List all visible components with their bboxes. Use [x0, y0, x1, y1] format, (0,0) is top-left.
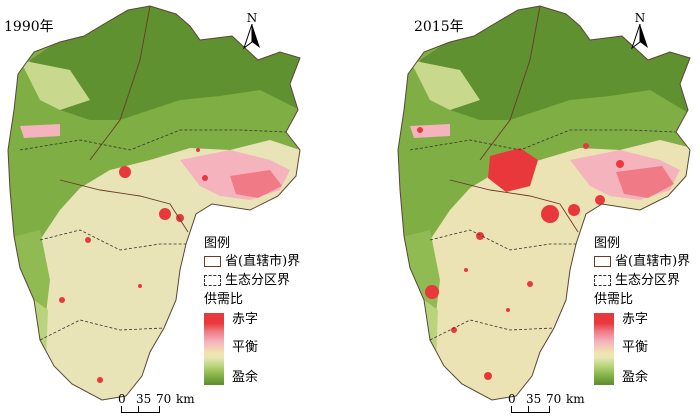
province-boundary-swatch: [594, 256, 611, 267]
scale-tick-0: 0: [118, 392, 126, 406]
scale-unit: km: [176, 392, 195, 406]
class-surplus-label: 盈余: [232, 370, 259, 385]
supply-demand-title: 供需比: [594, 292, 634, 307]
legend-eco-boundary: 生态分区界: [204, 271, 350, 290]
north-arrow: N: [240, 12, 264, 58]
legend-title: 图例: [204, 236, 231, 251]
supply-demand-gradient: [204, 313, 224, 385]
region-map-1990: [7, 5, 301, 401]
eco-boundary-label: 生态分区界: [225, 273, 291, 288]
supply-demand-gradient: [594, 313, 614, 385]
province-boundary-label: 省(直辖市)界: [615, 254, 691, 269]
scale-bar: 0 35 70 km: [508, 392, 588, 414]
province-boundary-label: 省(直辖市)界: [225, 254, 301, 269]
scale-bar: 0 35 70 km: [118, 392, 198, 414]
province-boundary-swatch: [204, 256, 221, 267]
legend-title: 图例: [594, 236, 621, 251]
scale-segment-2: [138, 406, 160, 413]
scale-segment-2: [528, 406, 550, 413]
class-balance-label: 平衡: [232, 340, 259, 355]
class-balance-label: 平衡: [622, 340, 649, 355]
eco-boundary-swatch: [204, 275, 221, 286]
scale-tick-35: 35: [526, 392, 542, 406]
legend-province-boundary: 省(直辖市)界: [594, 252, 700, 271]
map-panel-1990: 1990年 N 图例 省(直辖市)界 生态分区界 供需比 赤字 平衡 盈余 0 …: [4, 5, 350, 414]
map-panel-2015: 2015年 N 图例 省(直辖市)界 生态分区界 供需比 赤字 平衡 盈余 0 …: [390, 0, 700, 416]
north-label: N: [634, 11, 646, 25]
class-deficit-label: 赤字: [622, 312, 649, 327]
scale-tick-35: 35: [136, 392, 152, 406]
supply-demand-title: 供需比: [204, 292, 244, 307]
scale-unit: km: [566, 392, 585, 406]
class-deficit-label: 赤字: [232, 312, 259, 327]
supply-demand-scale: 赤字 平衡 盈余: [594, 311, 700, 391]
legend-eco-boundary: 生态分区界: [594, 271, 700, 290]
map-year-label: 1990年: [4, 19, 54, 35]
north-arrow: N: [628, 12, 652, 58]
scale-tick-0: 0: [508, 392, 516, 406]
scale-tick-70: 70: [156, 392, 172, 406]
eco-boundary-label: 生态分区界: [615, 273, 681, 288]
scale-segment-1: [121, 406, 139, 413]
north-arrow-icon: [243, 23, 260, 50]
region-map-2015: [397, 5, 691, 401]
scale-segment-1: [511, 406, 529, 413]
map-year-label: 2015年: [414, 19, 464, 35]
eco-boundary-swatch: [594, 275, 611, 286]
north-label: N: [246, 11, 258, 25]
scale-tick-70: 70: [546, 392, 562, 406]
class-surplus-label: 盈余: [622, 370, 649, 385]
map-legend: 图例 省(直辖市)界 生态分区界 供需比 赤字 平衡 盈余: [204, 235, 350, 391]
north-arrow-icon: [631, 23, 648, 50]
supply-demand-scale: 赤字 平衡 盈余: [204, 311, 350, 391]
map-legend: 图例 省(直辖市)界 生态分区界 供需比 赤字 平衡 盈余: [594, 235, 700, 391]
legend-province-boundary: 省(直辖市)界: [204, 252, 350, 271]
